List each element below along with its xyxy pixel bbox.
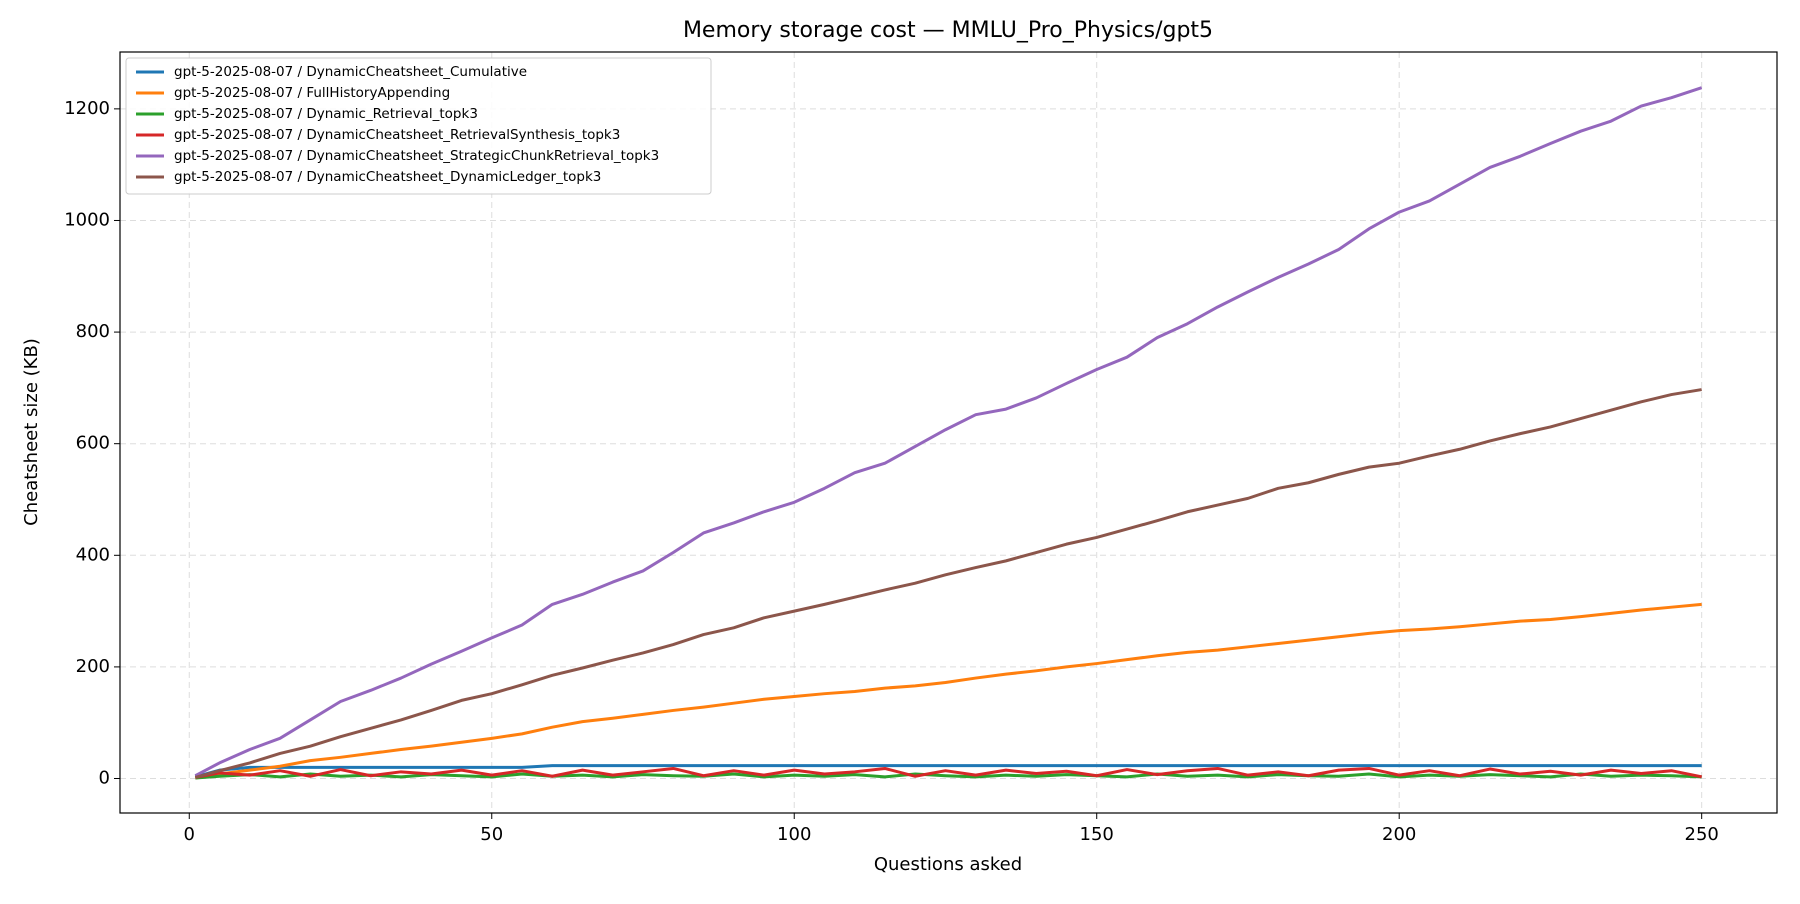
series-line	[195, 602, 1702, 780]
y-tick-label: 400	[76, 544, 110, 565]
chart-title: Memory storage cost — MMLU_Pro_Physics/g…	[683, 18, 1213, 43]
x-tick-label: 200	[1382, 824, 1416, 845]
x-tick-label: 100	[777, 824, 811, 845]
series-line	[194, 86, 1703, 778]
y-tick-label: 600	[76, 433, 110, 454]
y-tick-label: 1200	[64, 98, 110, 119]
series-line	[194, 764, 1702, 779]
series-line	[195, 772, 1702, 780]
series-line	[194, 388, 1702, 779]
x-tick-label: 150	[1080, 824, 1114, 845]
x-axis-label: Questions asked	[874, 854, 1022, 875]
x-tick-label: 250	[1685, 824, 1719, 845]
y-tick-label: 800	[76, 321, 110, 342]
x-tick-label: 0	[184, 824, 195, 845]
y-axis-label: Cheatsheet size (KB)	[21, 338, 42, 526]
legend: gpt-5-2025-08-07 / DynamicCheatsheet_Cum…	[125, 57, 712, 195]
legend-label: gpt-5-2025-08-07 / DynamicCheatsheet_Str…	[174, 148, 659, 164]
y-tick-label: 200	[76, 656, 110, 677]
legend-label: gpt-5-2025-08-07 / DynamicCheatsheet_Cum…	[174, 64, 527, 80]
legend-box	[125, 57, 712, 195]
series-line	[195, 766, 1702, 779]
legend-label: gpt-5-2025-08-07 / DynamicCheatsheet_Ret…	[174, 127, 620, 143]
legend-label: gpt-5-2025-08-07 / Dynamic_Retrieval_top…	[174, 106, 478, 122]
x-tick-label: 50	[480, 824, 503, 845]
plot-frame	[119, 51, 1778, 814]
legend-label: gpt-5-2025-08-07 / FullHistoryAppending	[174, 85, 450, 101]
y-tick-label: 1000	[64, 209, 110, 230]
y-tick-label: 0	[99, 768, 110, 789]
legend-label: gpt-5-2025-08-07 / DynamicCheatsheet_Dyn…	[174, 169, 601, 185]
